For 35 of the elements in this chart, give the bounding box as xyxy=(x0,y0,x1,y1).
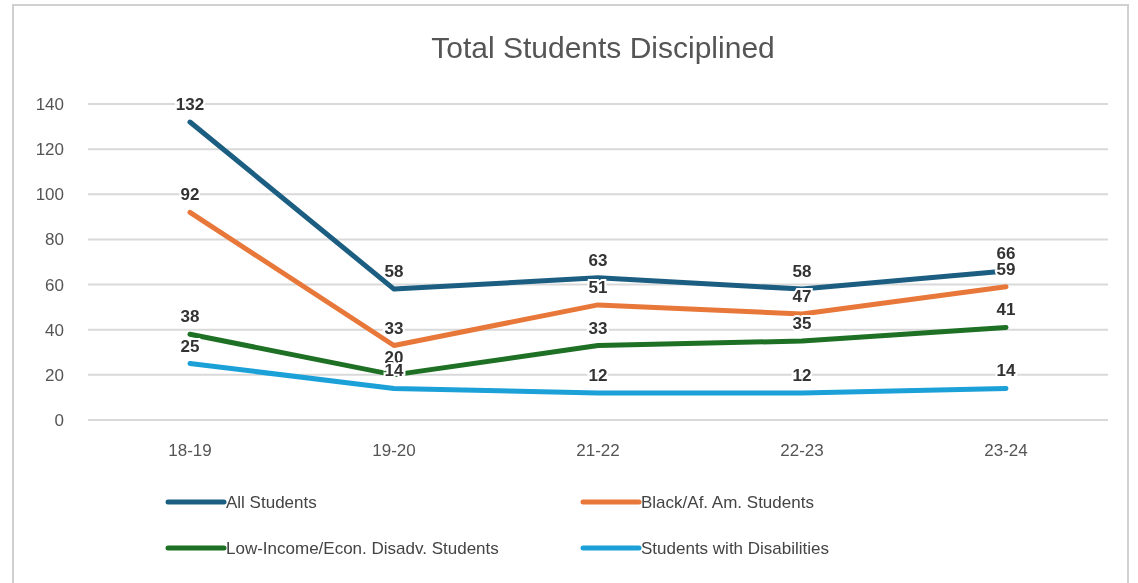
legend-label: Low-Income/Econ. Disadv. Students xyxy=(226,539,499,558)
data-label: 63 xyxy=(588,250,608,270)
data-label: 47 xyxy=(792,286,812,306)
x-tick-label: 19-20 xyxy=(372,441,416,460)
y-tick-label: 0 xyxy=(54,411,64,430)
data-label: 33 xyxy=(588,318,608,338)
x-tick-label: 21-22 xyxy=(576,441,620,460)
x-tick-label: 22-23 xyxy=(780,441,824,460)
data-label: 33 xyxy=(384,318,404,338)
y-tick-label: 100 xyxy=(35,185,64,205)
y-tick-label: 120 xyxy=(35,140,64,160)
data-label: 35 xyxy=(792,314,812,333)
data-label: 38 xyxy=(180,307,200,327)
y-tick-label: 80 xyxy=(45,230,64,250)
x-tick-label: 23-24 xyxy=(984,441,1028,460)
chart-title: Total Students Disciplined xyxy=(431,31,775,64)
x-tick-label: 18-19 xyxy=(168,441,212,460)
data-label: 92 xyxy=(180,185,200,205)
data-label: 66 xyxy=(996,244,1016,264)
data-label: 51 xyxy=(588,277,608,297)
data-label: 12 xyxy=(588,365,608,385)
data-label: 58 xyxy=(792,262,812,282)
y-tick-label: 40 xyxy=(45,320,64,340)
data-label: 132 xyxy=(175,95,205,115)
legend-label: Students with Disabilities xyxy=(641,539,830,558)
legend-label: Black/Af. Am. Students xyxy=(641,493,814,512)
y-tick-label: 20 xyxy=(45,365,64,385)
data-label: 58 xyxy=(384,262,404,282)
data-label: 12 xyxy=(792,365,812,385)
legend-label: All Students xyxy=(226,493,317,512)
y-tick-label: 60 xyxy=(45,275,64,295)
data-label: 14 xyxy=(996,361,1016,381)
data-label: 25 xyxy=(180,336,200,356)
y-tick-label: 140 xyxy=(35,95,64,114)
data-label: 41 xyxy=(996,300,1016,320)
